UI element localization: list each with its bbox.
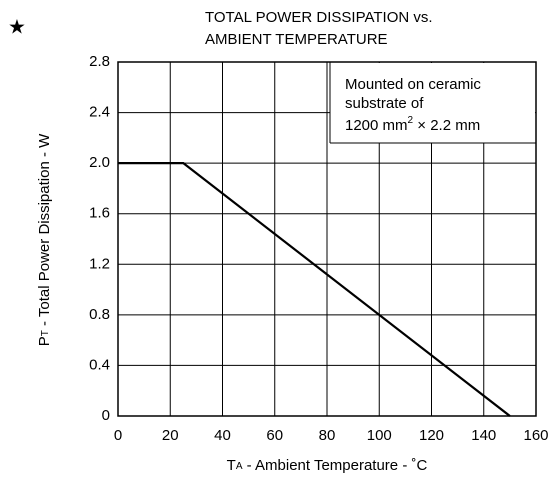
annotation-sup: 2 (408, 115, 414, 126)
y-tick-label: 0.4 (89, 356, 110, 373)
chart-title: AMBIENT TEMPERATURE (205, 31, 388, 48)
annotation: substrate of (345, 95, 424, 112)
y-label-subscript: T (40, 330, 51, 336)
x-tick-label: 0 (114, 427, 122, 444)
y-tick-label: 0.8 (89, 306, 110, 323)
y-axis-label: PT - Total Power Dissipation - W (36, 133, 53, 346)
annotation-text: 1200 mm (345, 117, 408, 134)
annotation: 1200 mm2 × 2.2 mm (345, 115, 480, 134)
x-tick-label: 80 (319, 427, 336, 444)
plot-area: 0 0.4 0.8 1.2 1.6 2.0 2.4 2.8 0 20 40 60 80 100 120 140… (89, 53, 548, 444)
y-tick-label: 0 (102, 407, 110, 424)
marker: ★ (8, 16, 26, 38)
x-tick-label: 120 (419, 427, 444, 444)
y-label-symbol: P (36, 336, 53, 346)
y-tick-label: 2.4 (89, 104, 110, 121)
y-tick-label: 1.2 (89, 255, 110, 272)
y-tick-label: 1.6 (89, 205, 110, 222)
x-tick-label: 40 (214, 427, 231, 444)
annotation: Mounted on ceramic (345, 76, 481, 93)
x-tick-label: 140 (471, 427, 496, 444)
chart-title: TOTAL POWER DISSIPATION vs. (205, 9, 433, 26)
x-label-subscript: A (236, 461, 243, 472)
y-label-text: - Total Power Dissipation - W (36, 133, 53, 330)
x-label-text: - Ambient Temperature - ˚C (243, 457, 428, 474)
annotation-text: × 2.2 mm (413, 117, 480, 134)
plot-frame (117, 61, 537, 417)
x-label-symbol: T (227, 457, 236, 474)
x-tick-label: 60 (266, 427, 283, 444)
x-axis-label: TA - Ambient Temperature - ˚C (227, 457, 428, 474)
y-tick-label: 2.0 (89, 154, 110, 171)
annotation-box (330, 63, 535, 143)
data-line (118, 162, 511, 417)
y-tick-label: 2.8 (89, 53, 110, 70)
x-tick-label: 160 (523, 427, 548, 444)
x-tick-label: 20 (162, 427, 179, 444)
x-tick-label: 100 (367, 427, 392, 444)
